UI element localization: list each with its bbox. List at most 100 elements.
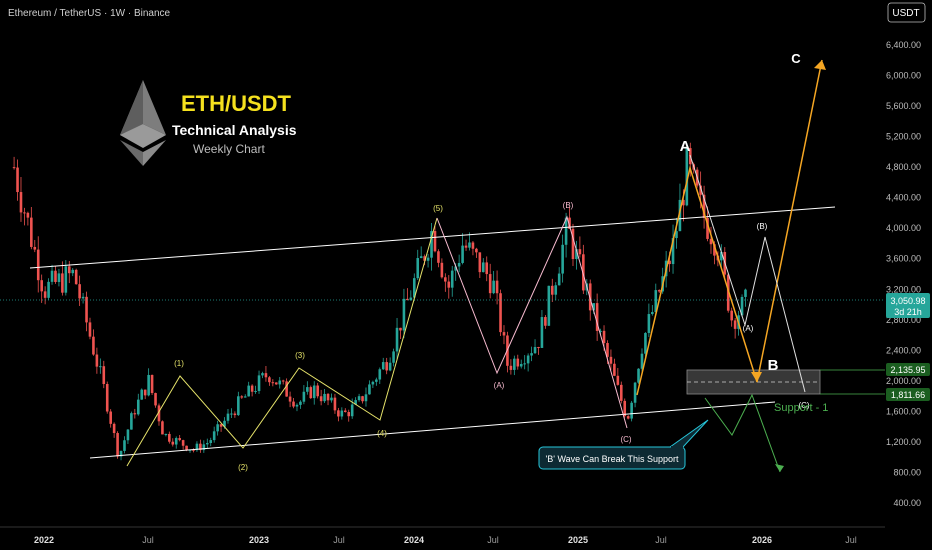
- wave-label-c: (C): [620, 435, 631, 444]
- candle-body: [247, 385, 250, 397]
- impulse-wave-path: [126, 217, 438, 467]
- candle-body: [706, 217, 709, 239]
- candle-body: [23, 212, 26, 214]
- candle-body: [647, 314, 651, 333]
- candle-body: [599, 330, 602, 332]
- price-tick-label: 6,000.00: [886, 71, 921, 81]
- candle-body: [150, 374, 154, 394]
- candle-body: [226, 413, 230, 421]
- candle-body: [112, 423, 116, 434]
- candle-body: [471, 242, 475, 249]
- candle-body: [274, 382, 278, 385]
- time-tick-label: 2026: [752, 535, 772, 545]
- candle-body: [468, 242, 471, 248]
- candle-body: [509, 365, 513, 370]
- candle-body: [154, 393, 157, 406]
- time-axis[interactable]: 2022 Jul 2023 Jul 2024 Jul 2025 Jul 2026 Jul: [34, 535, 857, 545]
- forecast-path-alternate: [689, 154, 806, 393]
- candle-body: [185, 445, 188, 451]
- branding-title: ETH/USDT: [181, 91, 292, 116]
- forecast-arrow-head-up: [814, 60, 826, 70]
- candle-body: [233, 413, 237, 416]
- candle-body: [57, 273, 61, 282]
- candle-body: [464, 245, 468, 248]
- candle-body: [250, 385, 254, 392]
- candle-body: [205, 443, 209, 445]
- candle-body: [157, 405, 161, 422]
- candle-body: [395, 327, 399, 352]
- candle-body: [450, 270, 454, 288]
- time-tick-label: Jul: [487, 535, 499, 545]
- candle-body: [447, 281, 451, 288]
- candle-body: [54, 270, 57, 282]
- candle-body: [426, 257, 430, 261]
- wave-label-3: (3): [295, 351, 305, 360]
- candle-body: [440, 262, 444, 278]
- wave-label-2: (2): [238, 463, 248, 472]
- candle-body: [26, 212, 30, 218]
- candle-body: [161, 421, 164, 435]
- candle-body: [744, 289, 747, 297]
- candle-body: [133, 413, 137, 415]
- currency-badge[interactable]: USDT: [887, 2, 926, 23]
- candle-body: [499, 293, 502, 333]
- candle-body: [33, 246, 37, 250]
- candle-body: [319, 396, 323, 402]
- candle-body: [402, 298, 406, 331]
- callout-bubble: 'B' Wave Can Break This Support: [538, 419, 709, 470]
- candle-body: [430, 231, 433, 258]
- candle-body: [326, 393, 330, 401]
- branding-subtitle: Technical Analysis: [172, 122, 297, 138]
- candle-body: [343, 410, 347, 413]
- candle-body: [323, 393, 326, 402]
- candle-body: [216, 424, 219, 432]
- price-tick-label: 2,800.00: [886, 315, 921, 325]
- symbol-title: Ethereum / TetherUS · 1W · Binance: [8, 8, 171, 19]
- candle-body: [295, 404, 299, 407]
- candle-body: [92, 336, 95, 355]
- bearish-alt-path: [704, 393, 781, 473]
- candle-body: [278, 380, 282, 385]
- candle-body: [292, 401, 295, 407]
- support-value: 1,811.66: [891, 390, 925, 400]
- candle-body: [571, 228, 575, 260]
- candle-body: [461, 245, 464, 263]
- candle-body: [61, 273, 64, 293]
- price-axis[interactable]: 6,400.00 6,000.00 5,600.00 5,200.00 4,800.00…: [886, 40, 921, 508]
- candle-body: [299, 401, 302, 405]
- wave-label-5: (5): [433, 204, 443, 213]
- candle-body: [575, 249, 578, 260]
- candle-body: [230, 413, 233, 415]
- candle-body: [178, 438, 181, 441]
- candle-body: [478, 252, 482, 273]
- candle-body: [12, 167, 16, 169]
- price-tick-label: 3,200.00: [886, 284, 921, 294]
- candle-body: [306, 387, 309, 392]
- price-tick-label: 5,600.00: [886, 101, 921, 111]
- last-price-value: 3,050.98: [890, 296, 925, 306]
- candle-body: [568, 217, 571, 229]
- wave-label-1: (1): [174, 359, 184, 368]
- candle-body: [19, 192, 23, 213]
- candle-body: [740, 296, 744, 316]
- time-tick-label: 2023: [249, 535, 269, 545]
- candle-body: [209, 440, 213, 444]
- candle-body: [720, 252, 723, 261]
- candle-body: [685, 148, 689, 206]
- candle-body: [119, 450, 123, 457]
- channel-upper-line: [29, 206, 836, 269]
- candle-body: [64, 266, 68, 293]
- candle-body: [361, 396, 364, 402]
- candle-body: [340, 410, 344, 417]
- candle-body: [192, 449, 195, 451]
- candle-body: [613, 363, 616, 376]
- candle-body: [257, 375, 261, 392]
- candle-body: [454, 266, 457, 271]
- wave-label-4: (4): [377, 429, 387, 438]
- candle-body: [240, 396, 244, 398]
- wave-label-a-2: (A): [743, 324, 754, 333]
- candle-body: [633, 382, 637, 403]
- countdown-value: 3d 21h: [894, 307, 922, 317]
- time-tick-label: 2022: [34, 535, 54, 545]
- candle-body: [168, 433, 171, 442]
